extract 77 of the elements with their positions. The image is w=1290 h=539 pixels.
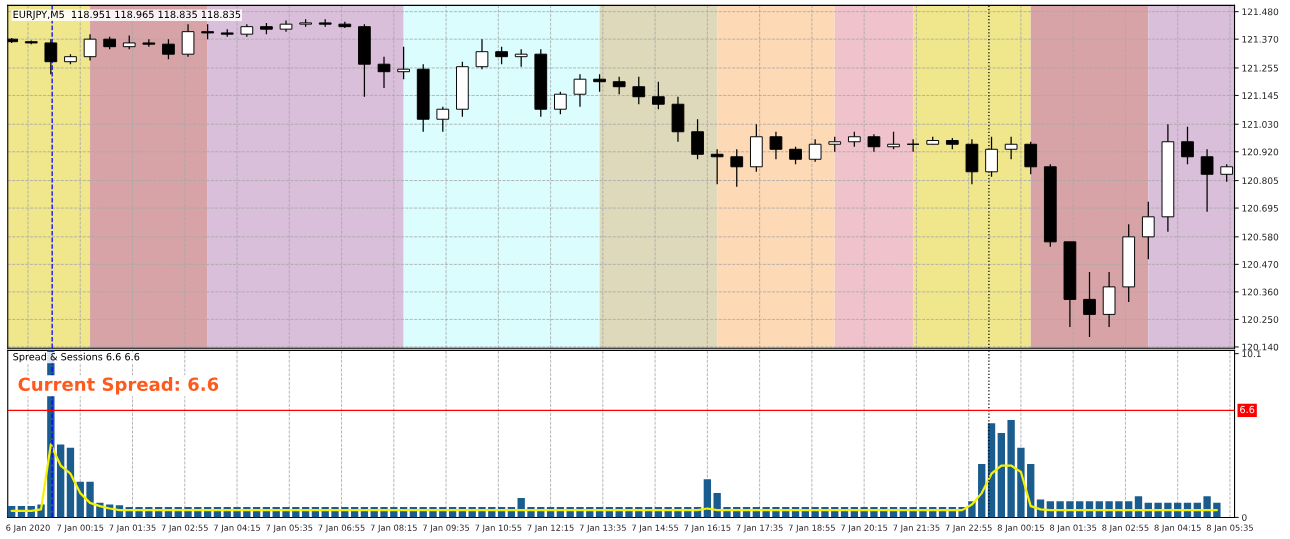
- x-tick-label: 7 Jan 09:35: [423, 524, 470, 533]
- y-tick-label: 121.145: [1242, 92, 1279, 100]
- candlestick: [730, 148, 744, 188]
- x-tick-label: 8 Jan 01:35: [1050, 524, 1097, 533]
- candlestick: [652, 81, 665, 110]
- y-tick-label: 120.805: [1242, 177, 1279, 185]
- x-tick-label: 7 Jan 22:55: [945, 524, 992, 533]
- x-tick-label: 7 Jan 08:15: [370, 524, 417, 533]
- y-tick-label: 121.030: [1242, 120, 1279, 128]
- x-tick-label: 7 Jan 13:35: [579, 524, 626, 533]
- bar: [713, 493, 721, 518]
- x-tick-label: 7 Jan 00:15: [57, 524, 104, 533]
- x-tick-label: 7 Jan 02:55: [161, 524, 208, 533]
- x-tick-label: 7 Jan 10:55: [475, 524, 522, 533]
- candlestick: [632, 76, 646, 105]
- x-tick-label: 7 Jan 18:55: [788, 524, 835, 533]
- bar: [997, 433, 1005, 518]
- y-tick-label: 10.1: [1242, 350, 1261, 358]
- candlestick: [769, 131, 783, 160]
- line-series: [10, 443, 1218, 513]
- x-tick-label: 7 Jan 01:35: [109, 524, 156, 533]
- candlestick: [1083, 271, 1096, 338]
- y-tick-label: 120.250: [1242, 316, 1279, 323]
- x-tick-label: 7 Jan 05:35: [266, 524, 313, 533]
- candlestick: [436, 106, 450, 133]
- bar: [1203, 496, 1211, 518]
- candlestick: [573, 73, 587, 108]
- candlestick: [1181, 126, 1194, 165]
- candlestick: [1024, 141, 1038, 175]
- candlestick: [181, 23, 195, 58]
- bar: [703, 479, 712, 518]
- x-tick-label: 8 Jan 00:15: [997, 524, 1044, 533]
- candlestick: [83, 33, 97, 62]
- candlestick: [1200, 148, 1214, 213]
- x-tick-label: 7 Jan 04:15: [213, 524, 261, 533]
- x-tick-label: 7 Jan 16:15: [684, 524, 731, 533]
- y-tick-label: 121.255: [1242, 64, 1279, 72]
- candlestick: [377, 56, 391, 89]
- text: EURJPY,M5 118.951 118.965 118.835 118.835: [13, 10, 241, 20]
- y-tick-label: 120.360: [1242, 288, 1279, 296]
- y-tick-label: 120.140: [1242, 343, 1279, 351]
- y-tick-label: 120.470: [1242, 261, 1279, 268]
- bar: [1007, 420, 1015, 518]
- bar: [1017, 447, 1025, 518]
- candlestick: [1141, 201, 1155, 260]
- y-tick-label: 121.480: [1242, 8, 1279, 16]
- y-tick-label: 120.920: [1242, 148, 1279, 156]
- ref-line-label: 6.6: [1240, 405, 1255, 414]
- x-tick-label: 7 Jan 06:55: [318, 524, 365, 533]
- y-tick-label: 120.580: [1242, 233, 1279, 241]
- bar: [86, 481, 94, 518]
- candlestick: [1004, 136, 1018, 160]
- bar: [1213, 502, 1221, 518]
- candlestick: [691, 118, 704, 160]
- candlestick: [808, 138, 822, 163]
- annotation: Current Spread: 6.6: [18, 377, 219, 395]
- bar: [56, 444, 65, 518]
- candlestick: [397, 46, 410, 80]
- x-tick-label: 8 Jan 05:35: [1206, 524, 1253, 533]
- y-tick-label: 120.695: [1242, 204, 1279, 212]
- x-tick-label: 7 Jan 21:35: [893, 524, 940, 533]
- candlestick: [906, 138, 920, 153]
- candlestick: [44, 38, 58, 75]
- x-tick-label: 8 Jan 04:15: [1154, 524, 1201, 533]
- chart-title: Spread & Sessions 6.6 6.6: [13, 352, 140, 363]
- x-tick-label: 7 Jan 12:15: [527, 524, 574, 533]
- x-tick-label: 6 Jan 2020: [6, 524, 50, 533]
- candlestick: [554, 91, 567, 115]
- x-tick-label: 7 Jan 20:15: [841, 524, 888, 533]
- y-tick-label: 121.370: [1242, 35, 1279, 43]
- x-tick-label: 7 Jan 17:35: [736, 524, 783, 533]
- candlestick: [475, 38, 489, 70]
- x-tick-label: 8 Jan 02:55: [1102, 524, 1149, 533]
- candlestick: [162, 38, 175, 60]
- candlestick: [710, 148, 724, 185]
- y-tick-label: 0: [1242, 514, 1247, 521]
- x-tick-label: 7 Jan 14:55: [632, 524, 679, 533]
